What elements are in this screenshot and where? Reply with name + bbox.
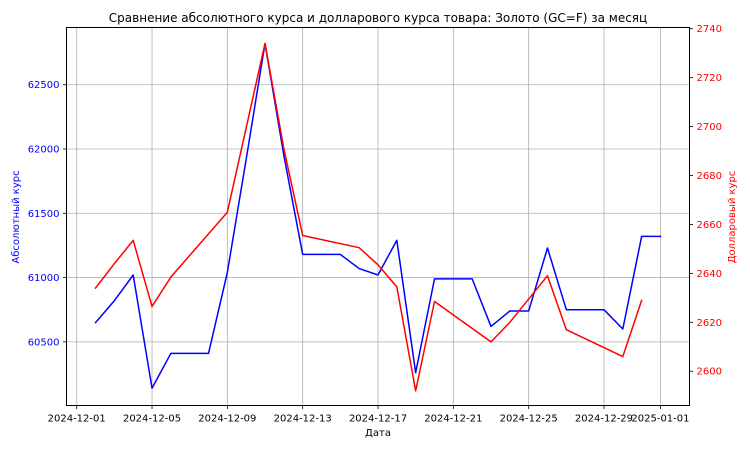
x-axis-label: Дата: [365, 428, 391, 439]
series-line-absolute: [94, 42, 662, 389]
y-right-tick-label: 2740: [697, 24, 722, 35]
x-axis: 2024-12-01 2024-12-05 2024-12-09 2024-12-13…: [48, 405, 690, 425]
series-line-dollar: [94, 42, 643, 392]
x-tick-label: 2024-12-25: [500, 414, 558, 425]
y-right-tick-label: 2720: [697, 73, 722, 84]
y-right-tick-label: 2620: [697, 318, 722, 329]
x-tick-label: 2024-12-21: [424, 414, 482, 425]
series-layer: [94, 42, 662, 392]
x-tick-label: 2024-12-17: [349, 414, 407, 425]
y-right-tick-label: 2700: [697, 122, 722, 133]
x-tick-label: 2024-12-01: [48, 414, 106, 425]
y-left-tick-label: 61500: [28, 209, 60, 220]
x-tick-label: 2024-12-13: [274, 414, 332, 425]
y-axis-right: 2600 2620 2640 2660 2680 2700 2720 2740: [689, 24, 722, 378]
y-axis-right-label: Долларовый курс: [727, 171, 738, 264]
x-tick-label: 2025-01-01: [631, 414, 689, 425]
x-tick-label: 2024-12-05: [123, 414, 181, 425]
x-tick-label: 2024-12-09: [198, 414, 256, 425]
x-tick-label: 2024-12-29: [575, 414, 633, 425]
grid: [66, 27, 690, 406]
y-right-tick-label: 2600: [697, 367, 722, 378]
y-left-tick-label: 62500: [28, 80, 60, 91]
y-right-tick-label: 2640: [697, 269, 722, 280]
y-axis-left-label: Абсолютный курс: [11, 170, 22, 263]
y-right-tick-label: 2660: [697, 220, 722, 231]
y-right-tick-label: 2680: [697, 171, 722, 182]
y-left-tick-label: 61000: [28, 273, 60, 284]
y-left-tick-label: 62000: [28, 145, 60, 156]
chart-title: Сравнение абсолютного курса и долларовог…: [109, 11, 647, 25]
y-left-tick-label: 60500: [28, 337, 60, 348]
y-axis-left: 60500 61000 61500 62000 62500: [28, 80, 67, 348]
